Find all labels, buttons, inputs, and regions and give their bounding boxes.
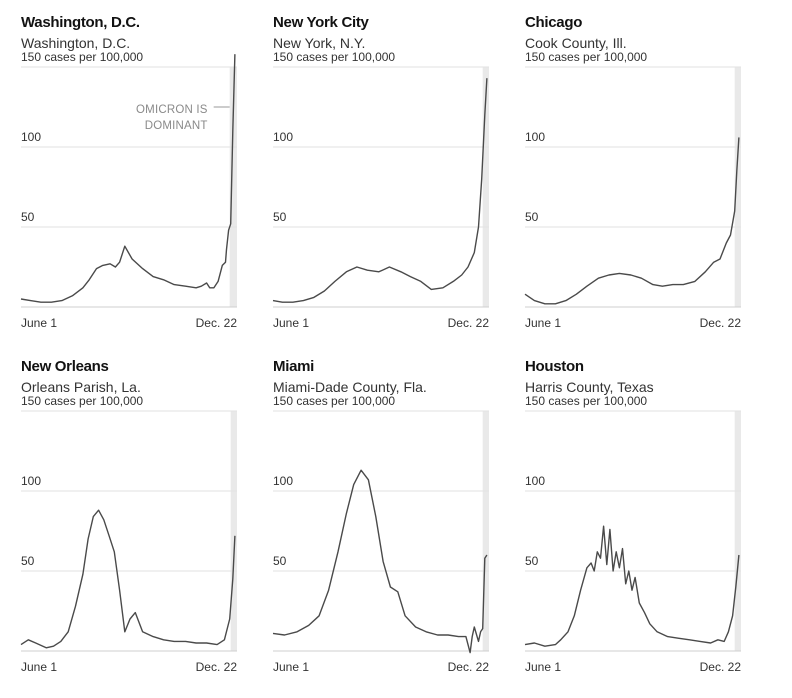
series-line [524,525,740,647]
y-tick-label: 100 [525,474,545,488]
y-tick-label: 100 [21,474,41,488]
x-tick-label: June 1 [525,316,561,330]
x-tick-label: June 1 [273,316,309,330]
series-line [524,137,740,305]
y-tick-label: 50 [273,210,287,224]
y-tick-label: 150 cases per 100,000 [525,50,647,64]
line-chart: 150 cases per 100,000 100 50 June 1 Dec. 22 [272,394,490,674]
x-tick-label: June 1 [21,316,57,330]
chart-title: Washington, D.C. [21,14,140,31]
annotation-text: OMICRON IS [136,104,208,116]
y-tick-label: 50 [21,554,35,568]
line-chart: 150 cases per 100,000 100 50 June 1 Dec. 22 [20,394,238,674]
line-chart: 150 cases per 100,000 100 50 June 1 Dec. 22 O… [20,50,238,330]
chart-title: Chicago [525,14,583,31]
x-tick-label: June 1 [21,660,57,674]
y-tick-label: 50 [525,554,539,568]
series-line [20,54,236,303]
omicron-shade [734,67,741,307]
omicron-shade [482,411,489,651]
omicron-shade [734,411,741,651]
y-tick-label: 50 [273,554,287,568]
omicron-shade [482,67,489,307]
x-tick-label: Dec. 22 [196,660,238,674]
x-tick-label: Dec. 22 [448,660,490,674]
line-chart: 150 cases per 100,000 100 50 June 1 Dec. 22 [524,50,742,330]
chart-title: Houston [525,358,584,375]
omicron-shade [229,67,237,307]
chart-panel: Miami Miami-Dade County, Fla. 150 cases … [272,358,513,688]
chart-title: New Orleans [21,358,109,375]
chart-panel: Chicago Cook County, Ill. 150 cases per … [524,14,765,344]
line-chart: 150 cases per 100,000 100 50 June 1 Dec. 22 [272,50,490,330]
chart-subtitle: Harris County, Texas [525,379,654,395]
x-tick-label: Dec. 22 [700,316,742,330]
chart-subtitle: Cook County, Ill. [525,35,627,51]
chart-panel: New York City New York, N.Y. 150 cases p… [272,14,513,344]
chart-subtitle: Washington, D.C. [21,35,131,51]
y-tick-label: 150 cases per 100,000 [525,394,647,408]
series-line [272,469,488,654]
series-line [20,509,236,649]
x-tick-label: Dec. 22 [196,316,238,330]
series-line [272,78,488,303]
x-tick-label: June 1 [273,660,309,674]
x-tick-label: Dec. 22 [448,316,490,330]
line-chart: 150 cases per 100,000 100 50 June 1 Dec. 22 [524,394,742,674]
chart-title: New York City [273,14,369,31]
y-tick-label: 150 cases per 100,000 [21,50,143,64]
chart-subtitle: Miami-Dade County, Fla. [273,379,427,395]
chart-title: Miami [273,358,315,375]
y-tick-label: 150 cases per 100,000 [21,394,143,408]
y-tick-label: 50 [525,210,539,224]
omicron-shade [230,411,237,651]
chart-panel: New Orleans Orleans Parish, La. 150 case… [20,358,261,688]
chart-subtitle: Orleans Parish, La. [21,379,141,395]
y-tick-label: 100 [525,130,545,144]
x-tick-label: Dec. 22 [700,660,742,674]
y-tick-label: 150 cases per 100,000 [273,394,395,408]
y-tick-label: 150 cases per 100,000 [273,50,395,64]
y-tick-label: 50 [21,210,35,224]
chart-panel: Washington, D.C. Washington, D.C. 150 ca… [20,14,261,344]
y-tick-label: 100 [21,130,41,144]
y-tick-label: 100 [273,474,293,488]
annotation-text: DOMINANT [145,120,208,132]
y-tick-label: 100 [273,130,293,144]
x-tick-label: June 1 [525,660,561,674]
chart-panel: Houston Harris County, Texas 150 cases p… [524,358,765,688]
chart-subtitle: New York, N.Y. [273,35,366,51]
